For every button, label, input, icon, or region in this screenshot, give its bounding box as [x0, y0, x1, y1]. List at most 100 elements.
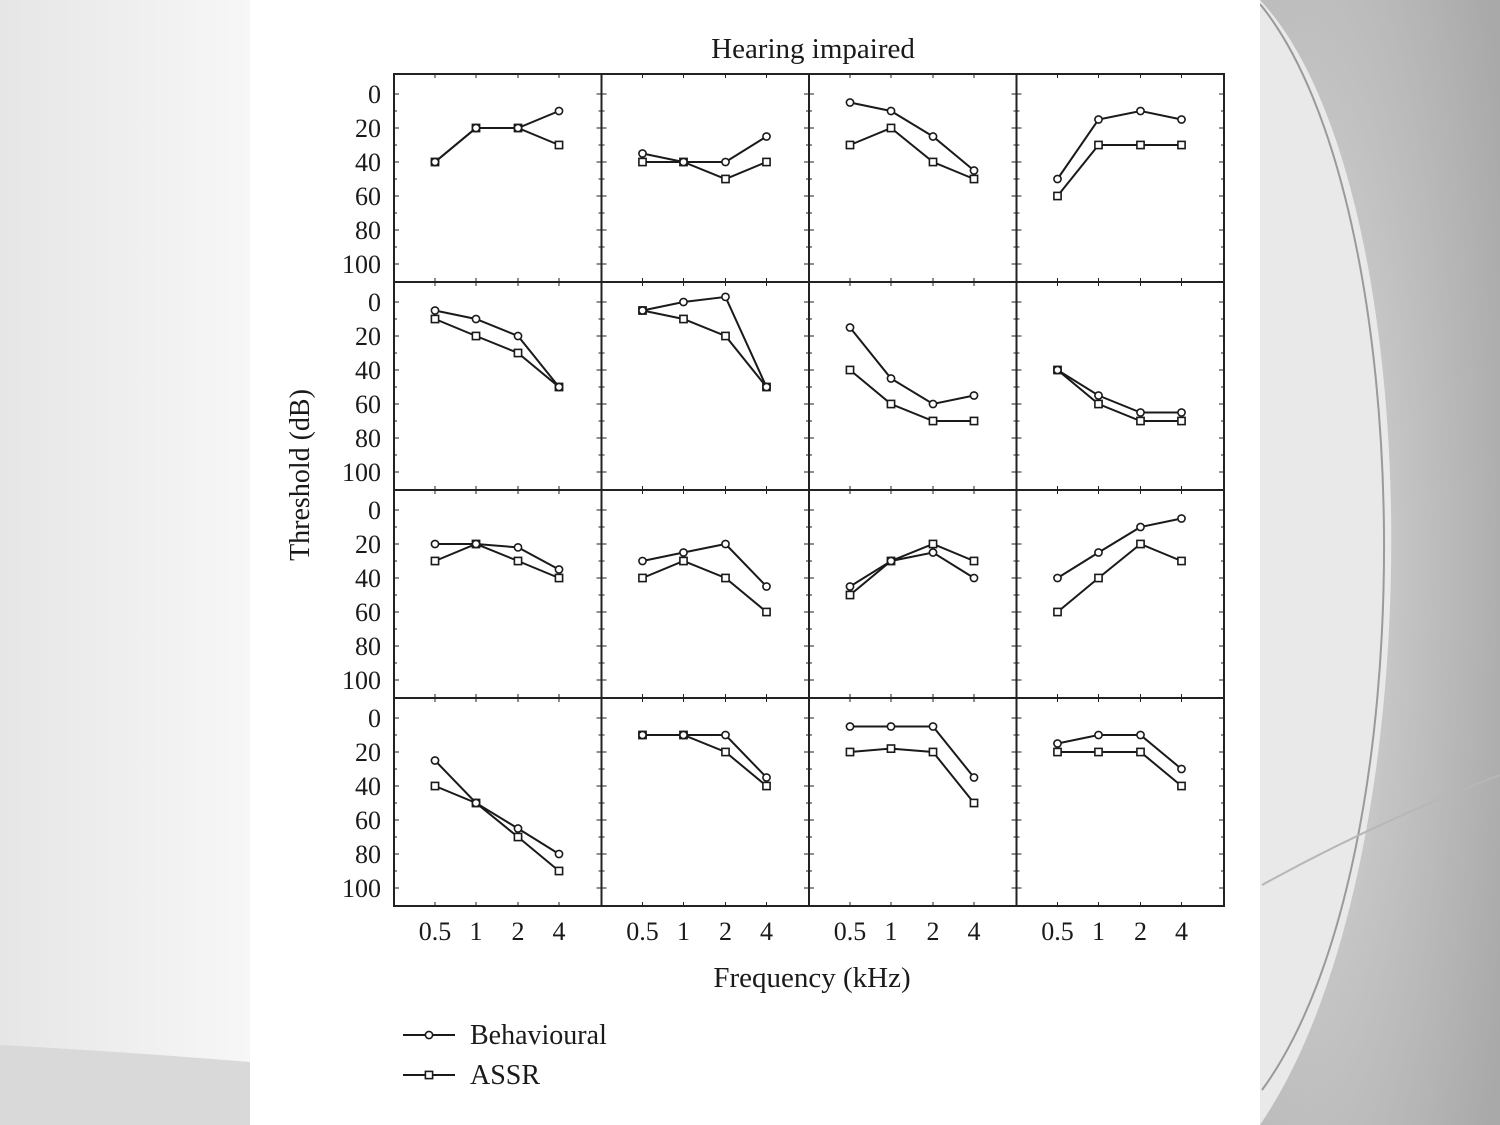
assr-point — [1053, 191, 1062, 201]
behavioural-point — [886, 556, 896, 566]
legend-label: ASSR — [470, 1060, 540, 1091]
behavioural-line — [1056, 517, 1182, 579]
assr-point — [513, 832, 523, 842]
behavioural-point — [679, 297, 688, 307]
panel-4-3 — [808, 697, 1018, 907]
behavioural-point — [721, 730, 730, 740]
x-tick-label: 1 — [885, 917, 898, 946]
assr-line — [1056, 369, 1182, 422]
assr-point — [845, 747, 855, 757]
y-tick-label: 40 — [355, 564, 381, 593]
slide-left-swoosh — [0, 1045, 250, 1125]
assr-point — [430, 781, 440, 791]
assr-point — [1094, 747, 1103, 757]
slide-right-arc-dark — [1260, 0, 1500, 1125]
y-tick-label: 40 — [355, 356, 381, 385]
y-tick-label: 100 — [342, 250, 381, 279]
behavioural-point — [638, 556, 647, 566]
panel-1-2 — [600, 73, 810, 283]
x-axis-label: Frequency (kHz) — [713, 962, 910, 994]
behavioural-point — [928, 548, 938, 557]
panel-2-1 — [393, 281, 603, 491]
assr-point — [679, 556, 688, 566]
behavioural-point — [1177, 115, 1186, 124]
behavioural-line — [850, 725, 975, 779]
behavioural-point — [513, 824, 523, 833]
behavioural-point — [1094, 730, 1103, 740]
behavioural-point — [679, 730, 688, 740]
behavioural-point — [845, 582, 855, 591]
assr-point — [513, 556, 523, 566]
behavioural-line — [642, 542, 768, 588]
assr-point — [928, 747, 938, 757]
behavioural-line — [1056, 369, 1182, 414]
panel-2-2 — [600, 281, 810, 491]
behavioural-point — [845, 98, 855, 107]
assr-line — [434, 542, 560, 579]
behavioural-point — [554, 849, 564, 859]
assr-point — [1053, 747, 1062, 757]
figure-panel — [250, 0, 1260, 1125]
assr-point — [471, 331, 481, 341]
y-tick-label: 80 — [355, 632, 381, 661]
slide-left-margin — [0, 0, 250, 1125]
assr-point — [845, 590, 855, 600]
y-tick-label: 80 — [355, 840, 381, 869]
panel-3-2 — [600, 489, 810, 699]
behavioural-point — [430, 756, 440, 765]
behavioural-point — [1177, 764, 1186, 774]
behavioural-point — [638, 306, 647, 315]
behavioural-point — [1136, 730, 1145, 740]
assr-point — [513, 348, 523, 358]
behavioural-point — [554, 565, 564, 574]
assr-point — [969, 416, 979, 426]
slide-right-swoosh — [1261, 774, 1500, 886]
assr-point — [638, 573, 647, 583]
y-tick-label: 60 — [355, 806, 381, 835]
behavioural-point — [762, 773, 771, 782]
behavioural-point — [513, 543, 523, 552]
behavioural-point — [721, 157, 730, 167]
legend-circle-marker — [424, 1030, 434, 1040]
assr-point — [762, 157, 771, 167]
behavioural-point — [1136, 522, 1145, 532]
behavioural-point — [928, 132, 938, 141]
assr-line — [1056, 542, 1182, 613]
behavioural-point — [1053, 573, 1062, 583]
panel-frame — [808, 489, 1018, 699]
behavioural-point — [471, 123, 481, 133]
behavioural-point — [845, 323, 855, 332]
y-tick-label: 0 — [368, 288, 381, 317]
behavioural-point — [886, 722, 896, 731]
behavioural-line — [849, 101, 975, 172]
y-tick-label: 20 — [355, 322, 381, 351]
assr-point — [1136, 416, 1145, 426]
y-tick-label: 60 — [355, 390, 381, 419]
assr-line — [849, 747, 975, 804]
behavioural-point — [638, 730, 647, 740]
assr-point — [721, 573, 730, 583]
tick-labels: 0 20 40 60 80 100 0 20 40 60 80 100 0 20 40 60 80 100 0 20 4… — [342, 80, 1188, 946]
assr-point — [1177, 781, 1186, 791]
legend-label: Behavioural — [470, 1020, 607, 1051]
behavioural-point — [762, 132, 771, 141]
behavioural-point — [845, 722, 855, 731]
y-tick-label: 0 — [368, 80, 381, 109]
assr-point — [845, 365, 855, 375]
panel-4-4 — [1015, 697, 1225, 907]
y-tick-label: 0 — [368, 704, 381, 733]
y-tick-label: 40 — [355, 772, 381, 801]
assr-point — [886, 744, 896, 753]
assr-point — [554, 866, 564, 876]
x-tick-label: 1 — [1092, 917, 1105, 946]
assr-point — [1177, 416, 1186, 426]
panel-2-4 — [1015, 281, 1225, 491]
assr-point — [1094, 399, 1103, 409]
behavioural-point — [721, 539, 730, 549]
assr-point — [1094, 573, 1103, 583]
behavioural-point — [928, 399, 938, 409]
y-tick-label: 20 — [355, 738, 381, 767]
x-tick-label: 4 — [760, 917, 773, 946]
x-tick-label: 0.5 — [1041, 917, 1074, 946]
